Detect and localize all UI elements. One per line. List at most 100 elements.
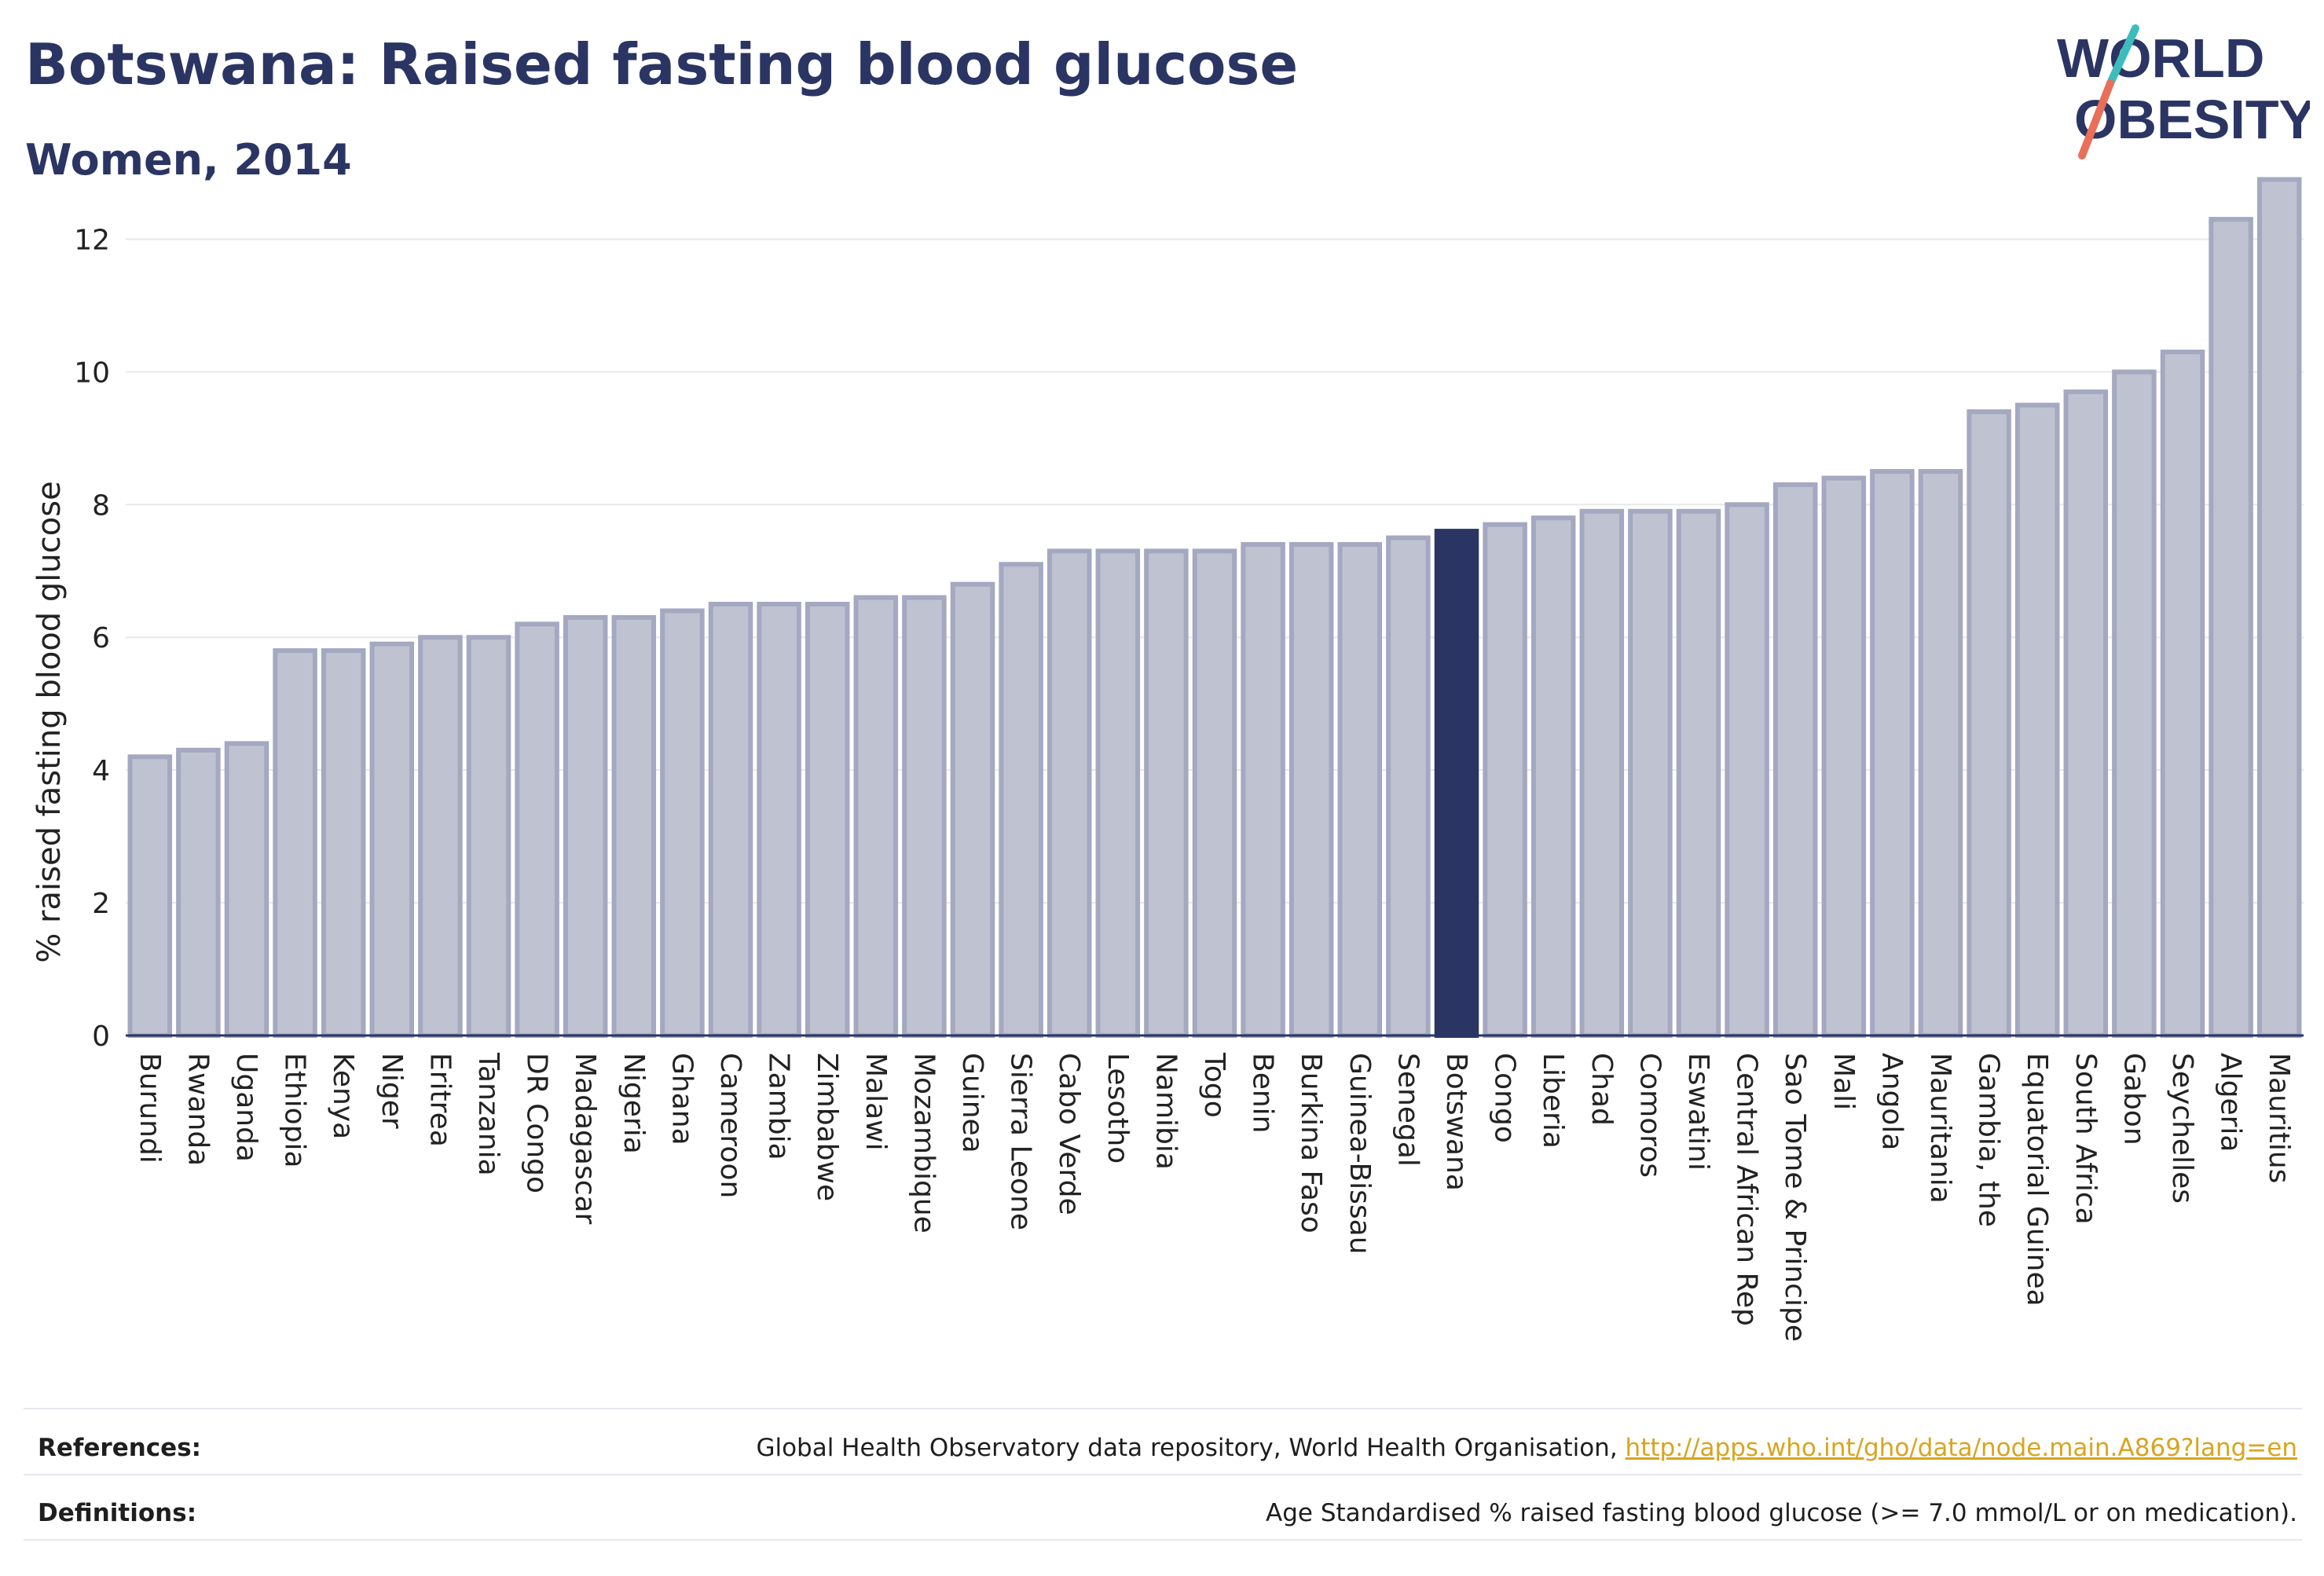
definitions-label: Definitions: [38,1499,197,1527]
bar-madagascar [563,614,608,1038]
bar-mauritius [2256,177,2302,1038]
references-value: Global Health Observatory data repositor… [756,1434,2297,1462]
bar-burkina-faso [1288,541,1334,1038]
bar-nigeria [611,614,657,1038]
x-tick-label: Cabo Verde [1053,1053,1085,1215]
y-tick-labels: 0 2 4 6 8 10 12 [74,224,110,1053]
bar-botswana [1434,529,1479,1038]
bar-sierra-leone [999,562,1043,1038]
references-link[interactable]: http://apps.who.int/gho/data/node.main.A… [1625,1434,2297,1462]
x-tick-label: Sierra Leone [1005,1053,1037,1230]
bar-south-africa [2063,389,2109,1038]
y-tick-label: 0 [92,1021,110,1053]
footer-divider-middle [24,1474,2302,1475]
bar-cabo-verde [1047,548,1092,1038]
x-tick-label: Malawi [860,1053,892,1151]
bar-congo [1483,522,1527,1038]
x-tick-label: Nigeria [618,1053,650,1154]
x-tick-label: Guinea-Bissau [1343,1053,1376,1255]
x-tick-label: Cameroon [714,1053,746,1198]
logo-line2: OBESITY [2074,89,2310,150]
bar-eswatini [1676,508,1721,1038]
footer-divider-bottom [24,1539,2302,1541]
x-tick-label: Mauritania [1924,1053,1956,1204]
x-tick-label: South Africa [2069,1053,2102,1225]
bar-zambia [757,602,801,1038]
x-tick-label: Angola [1875,1053,1908,1150]
x-tick-label: Zimbabwe [811,1053,843,1201]
y-tick-label: 12 [74,224,110,256]
x-tick-label: Togo [1198,1052,1230,1118]
bar-sao-tome-principe [1772,482,1818,1038]
x-tick-label: Congo [1489,1053,1521,1143]
bar-ethiopia [273,648,317,1038]
x-tick-label: Chad [1585,1053,1618,1126]
x-tick-label: Eritrea [423,1053,456,1147]
x-tick-label: Comoros [1633,1053,1666,1178]
x-tick-label: Burkina Faso [1295,1053,1327,1233]
bar-gabon [2112,369,2157,1038]
bar-mauritania [1918,469,1963,1038]
world-obesity-logo: WORLD OBESITY [2057,24,2310,159]
x-tick-labels: Burundi Rwanda Uganda Ethiopia Kenya Niger Eri… [134,1052,2295,1342]
bar-senegal [1386,535,1431,1038]
x-tick-label: Mozambique [907,1053,940,1233]
bar-uganda [224,741,269,1038]
bar-chart: 0 2 4 6 8 10 12 Burundi Rwanda Uganda Ethiopia Ken… [31,177,2304,1342]
logo-slash-teal [2106,24,2139,87]
y-axis-label: % raised fasting blood glucose [31,481,68,962]
x-tick-label: Burundi [134,1053,166,1164]
bar-burundi [127,754,173,1038]
x-tick-label: Zambia [763,1053,795,1160]
y-tick-label: 10 [74,357,110,389]
x-tick-label: Eswatini [1682,1053,1714,1171]
y-tick-label: 4 [92,755,110,787]
footer-divider-top [24,1408,2302,1409]
bar-kenya [321,648,366,1038]
x-tick-label: Rwanda [181,1053,214,1166]
bars [127,177,2302,1039]
x-tick-label: DR Congo [521,1053,553,1193]
bar-cameroon [708,602,753,1038]
y-tick-label: 2 [92,888,110,920]
bar-equatorial-guinea [2014,402,2060,1038]
x-tick-label: Uganda [230,1053,262,1162]
x-tick-label: Kenya [327,1053,359,1139]
bar-benin [1241,541,1285,1038]
bar-ghana [660,608,705,1038]
y-tick-label: 8 [92,489,110,522]
x-tick-label: Mali [1827,1053,1860,1110]
x-tick-label: Niger [376,1053,408,1129]
bar-dr-congo [515,621,559,1038]
x-tick-label: Mauritius [2263,1053,2295,1183]
x-tick-label: Ghana [665,1053,698,1145]
bar-togo [1192,548,1237,1038]
x-tick-label: Seychelles [2166,1053,2198,1204]
x-tick-label: Guinea [956,1053,988,1153]
bar-comoros [1628,508,1673,1038]
y-tick-label: 6 [92,622,110,654]
x-tick-label: Equatorial Guinea [2021,1053,2053,1307]
bar-chad [1579,508,1625,1038]
bar-rwanda [176,747,221,1038]
bar-zimbabwe [805,602,850,1038]
logo-line1: WORLD [2057,27,2264,89]
bar-lesotho [1095,548,1141,1038]
bar-namibia [1144,548,1189,1038]
references-text: Global Health Observatory data repositor… [756,1434,1626,1462]
page-title: Botswana: Raised fasting blood glucose [25,31,1299,97]
bar-liberia [1530,515,1576,1038]
bar-guinea-bissau [1337,541,1383,1038]
page-subtitle: Women, 2014 [25,135,352,185]
bar-guinea [950,581,995,1038]
x-tick-label: Botswana [1440,1053,1472,1191]
x-tick-label: Namibia [1149,1053,1182,1170]
bar-malawi [853,595,899,1038]
x-tick-label: Senegal [1391,1053,1424,1167]
bar-eritrea [418,635,463,1038]
x-tick-label: Tanzania [472,1052,504,1176]
bar-tanzania [466,635,511,1038]
x-tick-label: Sao Tome & Principe [1779,1053,1811,1342]
x-tick-label: Gabon [2117,1053,2150,1145]
bar-mozambique [902,595,947,1038]
